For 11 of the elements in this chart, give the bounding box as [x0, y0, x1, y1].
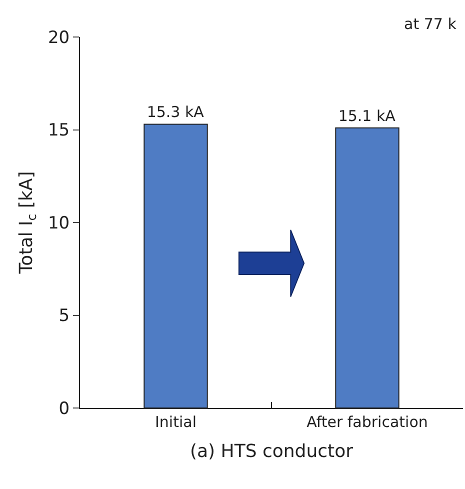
x-tick-label: Initial	[154, 413, 197, 431]
x-axis-title: (a) HTS conductor	[190, 441, 354, 462]
text: at 77 k	[404, 15, 457, 33]
y-tick-label: 15	[48, 120, 70, 141]
data-label: 15.1 kA	[338, 106, 396, 125]
y-tick-label: 5	[58, 306, 70, 326]
y-tick-label: 0	[58, 398, 70, 419]
x-tick-label: After fabrication	[306, 413, 428, 431]
y-tick-label: 10	[48, 213, 70, 234]
y-tick-label: 20	[48, 28, 70, 48]
data-label: 15.3 kA	[146, 103, 205, 122]
